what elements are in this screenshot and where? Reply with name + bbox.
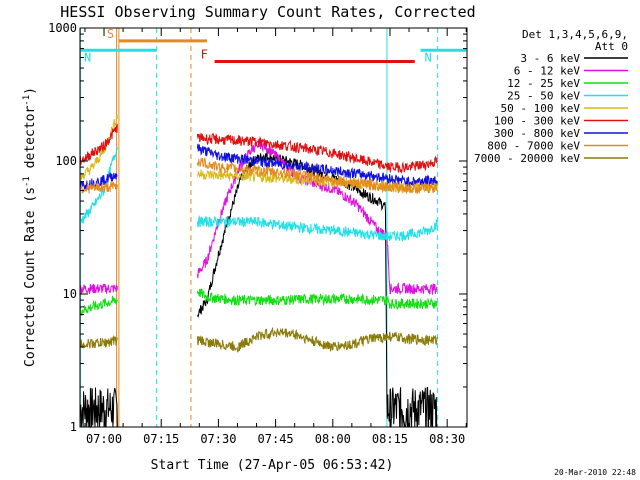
legend-entry-label: 12 - 25 keV [507,77,580,90]
legend-entry-label: 7000 - 20000 keV [474,152,580,165]
legend-entry-label: 3 - 6 keV [520,52,580,65]
x-tick-label: 07:45 [258,432,294,446]
flag-label: N [424,50,431,64]
legend-entry-label: 800 - 7000 keV [487,140,580,153]
series-800-7000-keV [79,156,438,194]
chart-title: HESSI Observing Summary Count Rates, Cor… [60,3,475,21]
series-line [79,334,118,349]
series-line [79,295,118,316]
legend-header-line2: Att 0 [595,40,628,53]
series-line [79,114,118,181]
x-tick-label: 07:30 [200,432,236,446]
legend-entry-label: 50 - 100 keV [501,102,581,115]
series-7000-20000-keV [79,327,438,353]
series-line [79,387,118,429]
flag-label: N [84,50,91,64]
flag-label: F [201,47,208,61]
legend-entry-label: 6 - 12 keV [514,65,581,78]
y-axis: 1 10 100 1000 [48,21,467,434]
y-tick-label: 10 [63,287,77,301]
x-axis-label: Start Time (27-Apr-05 06:53:42) [151,458,394,473]
legend-entry-label: 25 - 50 keV [507,90,580,103]
series-line [196,327,438,353]
y-axis-label: Corrected Count Rate (s-1 detector-1) [22,87,38,367]
x-axis: 07:00 07:15 07:30 07:45 08:00 08:15 08:30 [84,28,467,446]
series-12-25-keV [79,288,438,316]
x-tick-label: 08:30 [429,432,465,446]
plot-frame [79,27,468,428]
plot-area: S N N F [79,27,467,429]
series-line [196,132,438,174]
x-tick-label: 08:00 [315,432,351,446]
legend-header-line1: Det 1,3,4,5,6,9, [522,28,628,41]
series-line [79,146,118,225]
series-line [196,143,438,188]
flag-label: S [107,27,114,41]
series-line [79,124,118,166]
timestamp: 20-Mar-2010 22:48 [554,468,636,477]
y-tick-label: 100 [55,154,77,168]
series-line [196,288,438,310]
y-tick-label: 1000 [48,21,77,35]
x-tick-label: 07:00 [86,432,122,446]
series-line [196,156,438,194]
series-line [79,181,118,194]
series-25-50-keV [79,146,438,242]
x-tick-label: 07:15 [143,432,179,446]
legend-entry-label: 100 - 300 keV [494,115,580,128]
series-line [196,215,438,242]
x-tick-label: 08:15 [372,432,408,446]
series-line [79,283,118,295]
legend-entry-label: 300 - 800 keV [494,127,580,140]
y-tick-label: 1 [70,420,77,434]
series-100-300-keV [79,124,438,174]
